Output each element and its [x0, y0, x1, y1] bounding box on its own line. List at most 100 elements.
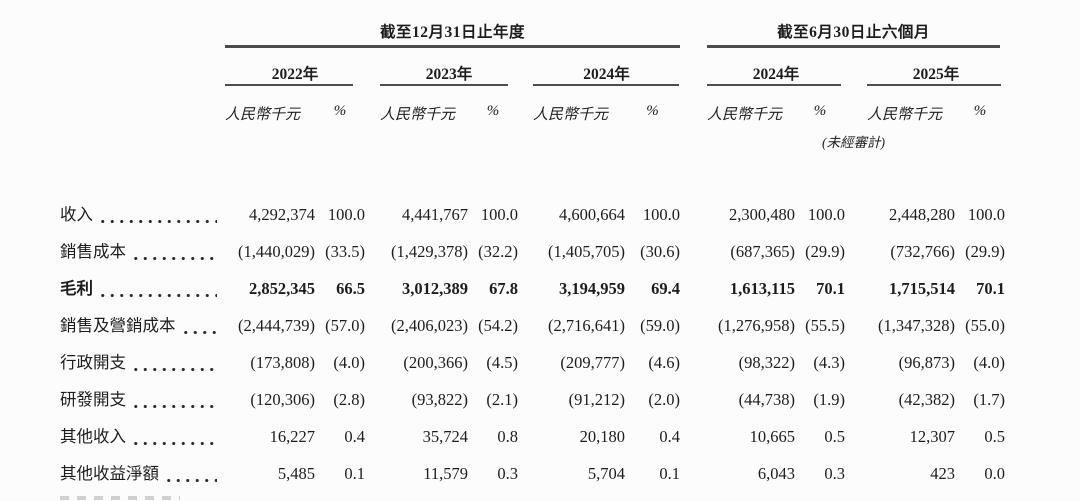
dot-leader — [180, 307, 217, 344]
percent-cell: 0.5 — [824, 427, 845, 446]
column-group-gap — [680, 381, 707, 418]
column-group-gap — [365, 418, 380, 455]
percent-cell: (4.0) — [333, 353, 365, 372]
column-group-gap — [680, 307, 707, 344]
year-header-2023: 2023年 — [425, 66, 473, 83]
column-group-gap — [680, 455, 707, 492]
percent-cell: 67.8 — [489, 279, 518, 298]
column-group-gap — [365, 270, 380, 307]
percent-cell: 0.4 — [344, 427, 365, 446]
column-group-gap — [845, 233, 867, 270]
amount-cell: 11,579 — [423, 464, 468, 483]
percent-header-1: % — [333, 103, 347, 119]
year-header-2024: 2024年 — [583, 66, 630, 83]
amount-cell: (732,766) — [890, 242, 955, 261]
amount-cell: 3,194,959 — [559, 279, 625, 298]
amount-cell: 1,715,514 — [889, 279, 955, 298]
percent-cell: 100.0 — [807, 205, 845, 224]
amount-cell: (44,738) — [738, 390, 795, 409]
percent-cell: 0.3 — [497, 464, 518, 483]
column-group-gap — [518, 270, 533, 307]
underline-2023 — [380, 84, 508, 86]
rule-annual-group — [225, 45, 680, 48]
percent-cell: (4.3) — [813, 353, 845, 372]
column-group-gap — [518, 418, 533, 455]
amount-cell: (91,212) — [568, 390, 625, 409]
row-label-cell: 其他收入 — [60, 418, 225, 455]
column-group-gap — [365, 344, 380, 381]
underline-2024 — [533, 84, 679, 86]
year-header-2024-interim: 2024年 — [752, 66, 800, 83]
amount-cell: (42,382) — [898, 390, 955, 409]
column-group-gap — [845, 455, 867, 492]
table-body: 收入 4,292,374 100.0 4,441,767 100.0 4,600,664 1… — [60, 196, 1005, 500]
dot-leader — [131, 418, 217, 455]
amount-cell: 4,292,374 — [249, 205, 315, 224]
amount-cell: 4,600,664 — [559, 205, 625, 224]
percent-cell: (33.5) — [325, 242, 365, 261]
table-row: 收入 4,292,374 100.0 4,441,767 100.0 4,600,664 1… — [60, 196, 1005, 233]
percent-cell: (32.2) — [478, 242, 518, 261]
column-group-gap — [365, 196, 380, 233]
amount-cell: (2,716,641) — [548, 316, 625, 335]
amount-cell: 1,613,115 — [729, 279, 795, 298]
amount-cell: (1,429,378) — [391, 242, 468, 261]
row-label-cell: 其他收益淨額 — [60, 455, 225, 492]
amount-cell: (120,306) — [250, 390, 315, 409]
amount-cell: 2,300,480 — [729, 205, 795, 224]
amount-cell: 20,180 — [579, 427, 625, 446]
column-group-gap — [680, 270, 707, 307]
percent-cell: (29.9) — [965, 242, 1005, 261]
unaudited-note: (未經審計) — [822, 135, 885, 150]
percent-header-5: % — [973, 103, 987, 119]
percent-cell: (54.2) — [478, 316, 518, 335]
amount-cell: (93,822) — [411, 390, 468, 409]
amount-cell: (96,873) — [898, 353, 955, 372]
year-header-2025-interim: 2025年 — [912, 66, 960, 83]
column-group-gap — [518, 381, 533, 418]
percent-cell: 0.4 — [659, 427, 680, 446]
percent-cell: (1.9) — [813, 390, 845, 409]
amount-cell: (209,777) — [560, 353, 625, 372]
table-row: 行政開支 (173,808) (4.0) (200,366) (4.5) (209,777… — [60, 344, 1005, 381]
percent-cell: 0.3 — [824, 464, 845, 483]
amount-cell: 16,227 — [269, 427, 315, 446]
amount-cell: (200,366) — [403, 353, 468, 372]
income-statement-table: 截至12月31日止年度 截至6月30日止六個月 2022年 2023年 2024… — [60, 0, 1005, 501]
percent-cell: 100.0 — [327, 205, 365, 224]
percent-header-4: % — [813, 103, 827, 119]
row-label-cell: 收入 — [60, 196, 225, 233]
percent-cell: 70.1 — [816, 279, 845, 298]
clipped-partial-row — [60, 496, 180, 500]
amount-cell: 2,852,345 — [249, 279, 315, 298]
row-label-cell: 銷售成本 — [60, 233, 225, 270]
column-group-gap — [845, 344, 867, 381]
amount-cell: 12,307 — [909, 427, 955, 446]
row-label: 毛利 — [60, 279, 93, 298]
percent-cell: (2.0) — [648, 390, 680, 409]
column-group-gap — [365, 381, 380, 418]
period-group-title-interim: 截至6月30日止六個月 — [777, 24, 930, 41]
column-group-gap — [518, 455, 533, 492]
dot-leader — [98, 196, 217, 233]
period-group-title-annual: 截至12月31日止年度 — [379, 24, 525, 41]
row-label-cell: 毛利 — [60, 270, 225, 307]
dot-leader — [131, 344, 217, 381]
dot-leader — [164, 455, 217, 492]
year-header-2022: 2022年 — [271, 66, 319, 83]
amount-cell: (687,365) — [730, 242, 795, 261]
unit-header-4: 人民幣千元 — [707, 107, 783, 123]
amount-cell: (1,276,958) — [718, 316, 795, 335]
amount-cell: (1,440,029) — [238, 242, 315, 261]
percent-cell: 0.0 — [984, 464, 1005, 483]
column-group-gap — [518, 233, 533, 270]
row-label-cell: 研發開支 — [60, 381, 225, 418]
row-label-cell: 銷售及營銷成本 — [60, 307, 225, 344]
percent-cell: 100.0 — [642, 205, 680, 224]
percent-cell: 0.5 — [984, 427, 1005, 446]
column-group-gap — [845, 307, 867, 344]
percent-cell: (57.0) — [325, 316, 365, 335]
table-row: 其他收入 16,227 0.4 35,724 0.8 20,180 0.4 10,665 0.5… — [60, 418, 1005, 455]
percent-cell: (4.0) — [973, 353, 1005, 372]
